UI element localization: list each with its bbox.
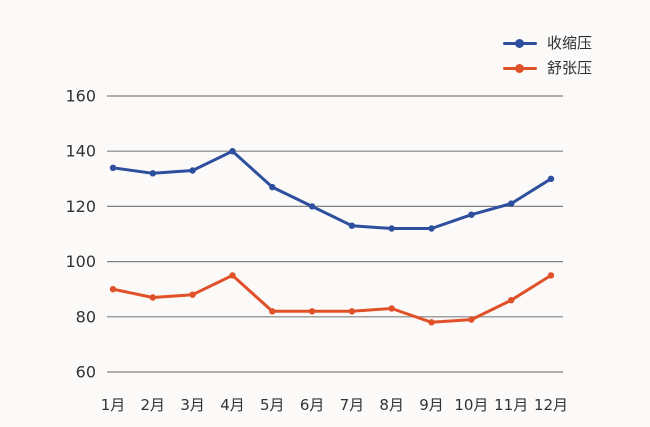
x-tick-label: 2月 [141, 396, 166, 414]
data-point-diastolic [547, 272, 555, 279]
data-point-diastolic [388, 305, 395, 312]
legend-marker-systolic-icon [502, 38, 537, 49]
legend-marker-diastolic-icon [502, 63, 537, 74]
legend-dot-diastolic-icon [515, 64, 525, 73]
x-tick-label: 8月 [379, 396, 404, 414]
data-point-systolic [348, 222, 356, 229]
data-point-diastolic [468, 316, 475, 323]
y-tick-label: 140 [65, 142, 96, 161]
data-point-diastolic [428, 319, 435, 326]
data-point-diastolic [229, 272, 236, 279]
series-line-diastolic [111, 273, 553, 324]
x-tick-label: 1月 [101, 396, 126, 414]
x-tick-label: 7月 [340, 396, 365, 414]
data-point-diastolic [308, 308, 316, 315]
data-point-diastolic [189, 291, 196, 298]
x-tick-label: 12月 [534, 396, 568, 414]
data-point-systolic [308, 203, 316, 210]
data-point-diastolic [508, 297, 515, 304]
y-tick-label: 120 [65, 197, 96, 216]
y-tick-label: 100 [65, 252, 96, 271]
x-tick-label: 5月 [260, 396, 285, 414]
legend-item-systolic: 收缩压 [502, 33, 592, 54]
data-point-systolic [149, 170, 156, 177]
legend-label-diastolic: 舒张压 [546, 59, 592, 77]
x-tick-label: 4月 [220, 396, 245, 414]
x-tick-label: 3月 [180, 396, 205, 414]
x-tick-label: 9月 [419, 396, 444, 414]
data-point-systolic [189, 167, 196, 174]
series-line-systolic [111, 149, 553, 230]
y-tick-label: 80 [76, 307, 96, 326]
y-tick-label: 160 [65, 87, 96, 106]
x-tick-label: 6月 [300, 396, 325, 414]
data-point-diastolic [269, 308, 276, 315]
data-point-systolic [547, 175, 555, 182]
data-point-diastolic [149, 294, 156, 301]
data-point-diastolic [109, 286, 117, 293]
data-point-systolic [428, 225, 435, 232]
x-tick-label: 11月 [494, 396, 528, 414]
data-point-systolic [508, 200, 515, 207]
legend-item-diastolic: 舒张压 [502, 58, 592, 79]
legend-label-systolic: 收缩压 [546, 34, 592, 52]
x-tick-label: 10月 [454, 396, 488, 414]
legend: 收缩压 舒张压 [502, 33, 592, 79]
data-point-systolic [269, 183, 276, 191]
y-tick-label: 60 [76, 363, 96, 382]
data-point-diastolic [348, 308, 356, 315]
legend-dot-systolic-icon [515, 39, 525, 48]
data-point-systolic [468, 211, 475, 218]
data-point-systolic [388, 225, 395, 232]
data-point-systolic [109, 164, 117, 171]
data-point-systolic [229, 148, 236, 155]
